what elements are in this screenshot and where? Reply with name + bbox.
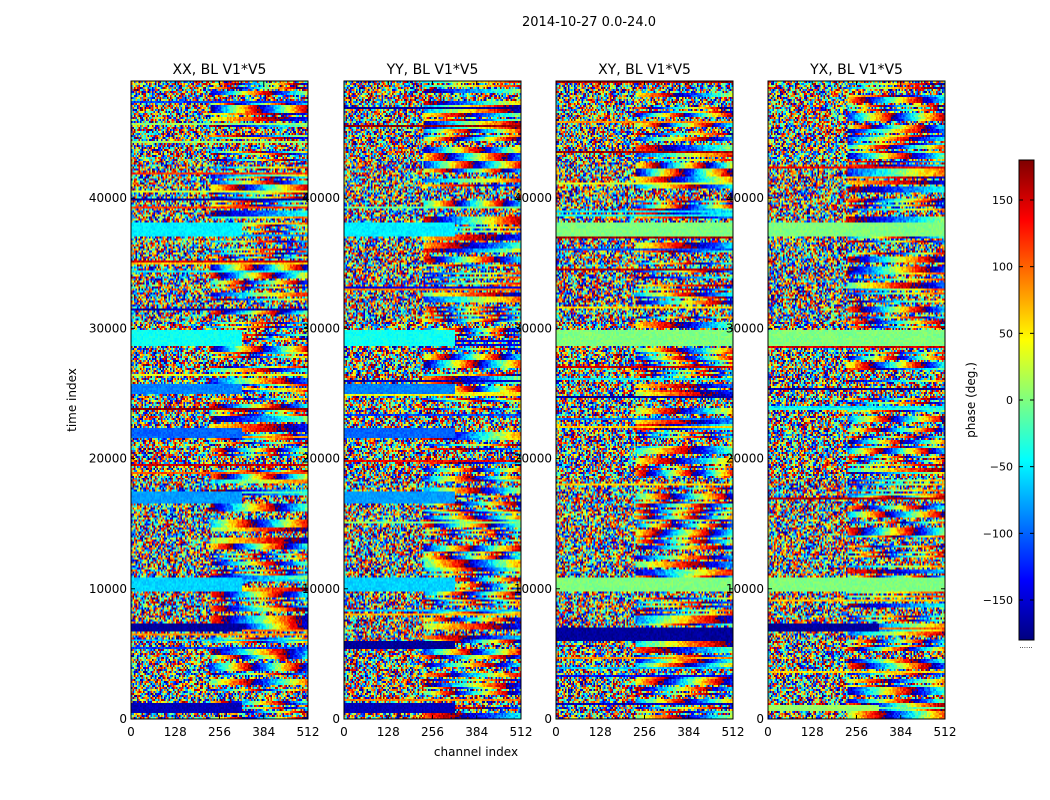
colorbar-ticks: −150 −100 −50 0 50 100 150: [983, 194, 1034, 607]
x-tick-label: 256: [845, 725, 868, 739]
x-tick-label: 512: [934, 725, 957, 739]
x-tick-label: 384: [465, 725, 488, 739]
y-tick-label: 10000: [726, 582, 764, 596]
y-tick-label: 30000: [514, 321, 552, 335]
y-tick-label: 40000: [89, 191, 127, 205]
x-tick-label: 0: [552, 725, 560, 739]
x-tick-label: 128: [377, 725, 400, 739]
colorbar-tick-label: 150: [992, 194, 1013, 207]
x-tick-label: 0: [764, 725, 772, 739]
colorbar: −150 −100 −50 0 50 100 150 phase (deg.) ......: [964, 159, 1035, 650]
colorbar-label: phase (deg.): [964, 362, 978, 438]
y-tick-label: 0: [544, 712, 552, 726]
y-tick-label: 0: [332, 712, 340, 726]
y-tick-label: 30000: [302, 321, 340, 335]
y-tick-label: 20000: [726, 452, 764, 466]
colorbar-tick-label: −150: [983, 594, 1013, 607]
heatmap-raster: [556, 81, 733, 719]
x-tick-label: 512: [722, 725, 745, 739]
figure-suptitle: 2014-10-27 0.0-24.0: [522, 15, 656, 30]
y-tick-label: 10000: [514, 582, 552, 596]
panel-title: YY, BL V1*V5: [386, 62, 479, 78]
x-tick-label: 256: [421, 725, 444, 739]
colorbar-tick-label: 100: [992, 261, 1013, 274]
heatmap-panel-4: YX, BL V1*V5 0 128 256 384 512 0 10000 20000 3000…: [726, 62, 957, 739]
y-tick-label: 20000: [302, 452, 340, 466]
x-tick-label: 384: [889, 725, 912, 739]
y-tick-label: 30000: [726, 321, 764, 335]
x-tick-label: 128: [164, 725, 187, 739]
x-axis-label: channel index: [434, 745, 518, 759]
heatmap-panel-3: XY, BL V1*V5 0 128 256 384 512 0 10000 20000 3000…: [514, 62, 745, 739]
colorbar-tick-label: 50: [999, 327, 1013, 340]
x-tick-label: 0: [340, 725, 348, 739]
heatmap-raster: [344, 81, 521, 719]
heatmap-raster: [131, 81, 308, 719]
x-tick-label: 256: [208, 725, 231, 739]
y-tick-label: 40000: [726, 191, 764, 205]
x-tick-label: 384: [677, 725, 700, 739]
y-tick-label: 0: [119, 712, 127, 726]
heatmap-panels: XX, BL V1*V5 0 128 256 384 512 0 10000 20000 3000…: [89, 62, 957, 739]
colorbar-tick-label: −50: [990, 461, 1013, 474]
x-tick-label: 0: [127, 725, 135, 739]
x-tick-label: 512: [510, 725, 533, 739]
y-tick-label: 20000: [89, 452, 127, 466]
x-tick-label: 256: [633, 725, 656, 739]
panel-title: XY, BL V1*V5: [598, 62, 691, 78]
heatmap-raster: [768, 81, 945, 719]
y-tick-label: 40000: [302, 191, 340, 205]
panel-title: XX, BL V1*V5: [173, 62, 267, 78]
y-tick-label: 30000: [89, 321, 127, 335]
colorbar-footer: ......: [1019, 642, 1032, 650]
heatmap-panel-1: XX, BL V1*V5 0 128 256 384 512 0 10000 20000 3000…: [89, 62, 320, 739]
panel-title: YX, BL V1*V5: [809, 62, 903, 78]
y-tick-label: 40000: [514, 191, 552, 205]
y-tick-label: 0: [756, 712, 764, 726]
colorbar-tick-label: 0: [1006, 394, 1013, 407]
x-tick-label: 128: [801, 725, 824, 739]
y-tick-label: 20000: [514, 452, 552, 466]
x-tick-label: 512: [297, 725, 320, 739]
heatmap-panel-2: YY, BL V1*V5 0 128 256 384 512 0 10000 20000 3000…: [302, 62, 533, 739]
y-axis-label: time index: [65, 368, 79, 432]
y-tick-label: 10000: [302, 582, 340, 596]
y-tick-label: 10000: [89, 582, 127, 596]
colorbar-tick-label: −100: [983, 527, 1013, 540]
x-tick-label: 384: [252, 725, 275, 739]
x-tick-label: 128: [589, 725, 612, 739]
